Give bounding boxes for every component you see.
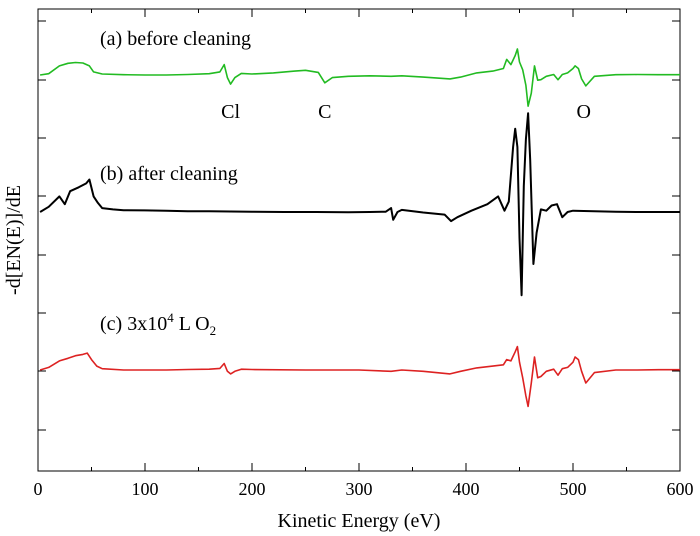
peak-annotation: Cl — [221, 101, 240, 123]
series-line — [39, 345, 680, 408]
x-tick-label: 0 — [34, 479, 43, 499]
peak-annotation: C — [318, 101, 331, 123]
plot-frame — [37, 8, 681, 472]
series-label: (b) after cleaning — [100, 163, 238, 185]
y-axis-label: -d[EN(E)]/dE — [3, 185, 25, 295]
series-layer — [39, 48, 680, 408]
series-line — [39, 48, 680, 107]
x-ticks: 0 100 200 300 400 500 600 — [34, 9, 694, 499]
x-tick-label: 600 — [667, 479, 694, 499]
annotations: Cl C O — [221, 101, 591, 123]
peak-annotation: O — [576, 101, 590, 123]
x-tick-label: 100 — [132, 479, 159, 499]
x-tick-label: 300 — [346, 479, 373, 499]
series-labels: (a) before cleaning (b) after cleaning (c)… — [100, 28, 251, 338]
series-label: (c) 3x104 L O2 — [100, 310, 216, 338]
series-label: (a) before cleaning — [100, 28, 251, 50]
series-line — [39, 112, 680, 297]
y-ticks — [38, 20, 680, 431]
x-axis-label: Kinetic Energy (eV) — [278, 510, 441, 532]
x-tick-label: 500 — [560, 479, 587, 499]
x-tick-label: 200 — [239, 479, 266, 499]
x-tick-label: 400 — [453, 479, 480, 499]
